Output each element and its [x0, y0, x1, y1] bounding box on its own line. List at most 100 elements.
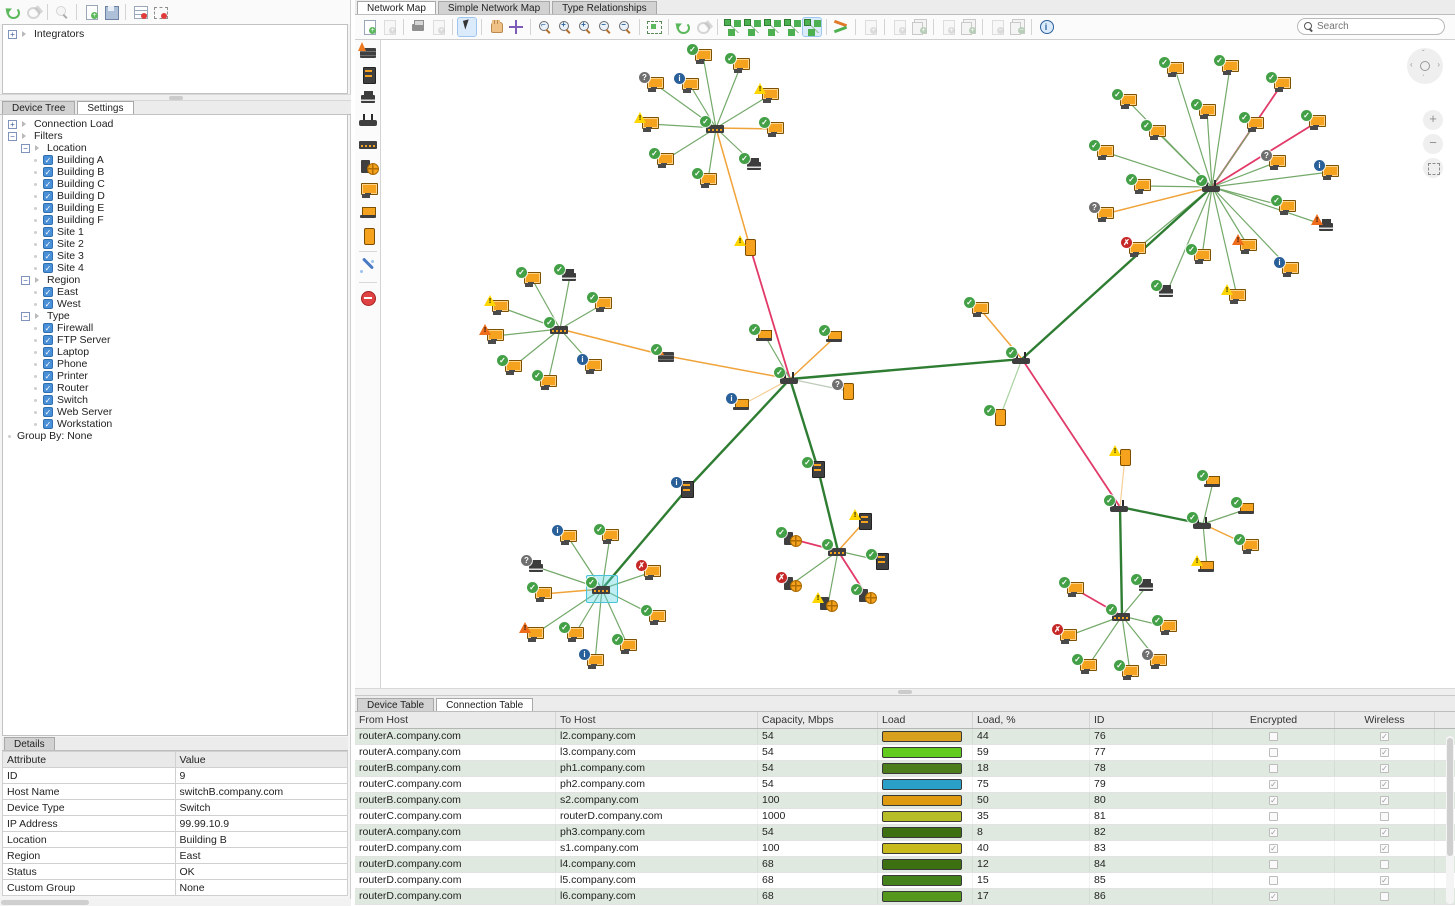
encrypted-checkbox[interactable]	[1269, 876, 1278, 885]
tab-details[interactable]: Details	[4, 737, 55, 750]
node-webserver-G4[interactable]	[776, 572, 803, 592]
shuffle-layout-icon[interactable]	[832, 18, 850, 36]
network-map-canvas[interactable]: ˇ ˊ ‹ › + −	[381, 40, 1455, 688]
node-workstation-B2[interactable]	[1214, 55, 1241, 75]
wireless-checkbox[interactable]	[1380, 796, 1389, 805]
checkbox-checked[interactable]: ✓	[43, 251, 53, 261]
node-workstation-F7[interactable]	[519, 622, 546, 642]
node-workstation-E1[interactable]	[964, 297, 991, 317]
node-firewall-FW1[interactable]	[651, 344, 678, 364]
palette-wand-icon[interactable]	[358, 259, 378, 275]
layout-circular-icon[interactable]	[743, 18, 761, 36]
node-add-icon[interactable]	[890, 18, 908, 36]
expander-minus-icon[interactable]: −	[21, 143, 30, 153]
node-phone-P1[interactable]	[734, 235, 761, 256]
node-workstation-F10[interactable]	[579, 649, 606, 669]
palette-remove-icon[interactable]	[358, 290, 378, 306]
node-router-D0[interactable]	[774, 367, 801, 387]
scrollbar-thumb[interactable]	[1447, 738, 1453, 856]
table-row[interactable]: routerA.company.com ph3.company.com 54 8 82	[355, 825, 1455, 841]
tab-simple-network-map[interactable]: Simple Network Map	[437, 1, 551, 14]
node-workstation-C1[interactable]	[516, 267, 543, 287]
node-workstation-F5[interactable]	[527, 582, 554, 602]
encrypted-checkbox[interactable]	[1269, 764, 1278, 773]
tab-type-relationships[interactable]: Type Relationships	[552, 1, 657, 14]
node-workstation-F4[interactable]	[636, 560, 663, 580]
node-workstation-B8[interactable]	[1141, 120, 1168, 140]
layout-organic-icon[interactable]	[763, 18, 781, 36]
node-workstation-F2[interactable]	[594, 524, 621, 544]
pan-control[interactable]: ˇ ˊ ‹ ›	[1407, 48, 1443, 84]
find-icon[interactable]	[53, 3, 71, 21]
node-router-H0[interactable]	[1104, 495, 1131, 515]
node-workstation-B18[interactable]	[1186, 244, 1213, 264]
wireless-checkbox[interactable]	[1380, 892, 1389, 901]
wireless-checkbox[interactable]	[1380, 780, 1389, 789]
node-laptop-H3[interactable]	[1231, 497, 1258, 517]
group-add-icon[interactable]	[939, 18, 957, 36]
node-workstation-H10[interactable]	[1152, 615, 1179, 635]
checkbox-checked[interactable]: ✓	[43, 347, 53, 357]
left-horizontal-scrollbar[interactable]	[0, 899, 351, 906]
search-box[interactable]	[1297, 18, 1445, 35]
node-workstation-B4[interactable]	[1112, 89, 1139, 109]
table-edit-icon[interactable]	[131, 3, 149, 21]
node-switch-F0[interactable]	[586, 575, 618, 603]
node-router-B0[interactable]	[1196, 175, 1223, 195]
node-workstation-H9[interactable]	[1052, 624, 1079, 644]
node-laptop-D4[interactable]	[726, 393, 753, 413]
node-workstation-B19[interactable]	[1274, 257, 1301, 277]
tree-item-laptop[interactable]: ✓ Laptop	[3, 346, 347, 358]
wireless-checkbox[interactable]	[1380, 732, 1389, 741]
tree-item-east[interactable]: ✓ East	[3, 286, 347, 298]
node-workstation-C8[interactable]	[532, 370, 559, 390]
node-workstation-H12[interactable]	[1142, 649, 1169, 669]
node-webserver-G5[interactable]	[851, 584, 878, 604]
redo-icon[interactable]	[24, 3, 42, 21]
node-workstation-B11[interactable]	[1314, 160, 1341, 180]
table-row[interactable]: routerD.company.com l6.company.com 68 17 86	[355, 889, 1455, 905]
node-workstation-C4[interactable]	[587, 292, 614, 312]
layout-tree-icon[interactable]	[802, 17, 822, 37]
tree-item-type[interactable]: − Type	[3, 310, 347, 322]
palette-workstation-icon[interactable]	[358, 182, 378, 198]
tree-item-web-server[interactable]: ✓ Web Server	[3, 406, 347, 418]
table-vertical-scrollbar[interactable]	[1446, 736, 1454, 904]
node-printer-F3[interactable]	[521, 555, 548, 575]
node-laptop-H5[interactable]	[1191, 555, 1218, 575]
tree-item-filters[interactable]: − Filters	[3, 130, 347, 142]
tree-item-printer[interactable]: ✓ Printer	[3, 370, 347, 382]
tree-item-router[interactable]: ✓ Router	[3, 382, 347, 394]
node-printer-H8[interactable]	[1131, 574, 1158, 594]
fit-selection-icon[interactable]	[645, 18, 663, 36]
left-splitter[interactable]	[0, 94, 351, 101]
zoom-out-button[interactable]: −	[1423, 134, 1443, 154]
table-row[interactable]: routerD.company.com l5.company.com 68 15 85	[355, 873, 1455, 889]
table-row[interactable]: routerB.company.com ph1.company.com 54 18 78	[355, 761, 1455, 777]
print-icon[interactable]	[409, 18, 427, 36]
node-workstation-A7[interactable]	[759, 117, 786, 137]
encrypted-checkbox[interactable]	[1269, 812, 1278, 821]
tab-connection-table[interactable]: Connection Table	[436, 698, 534, 711]
col-capacity-mbps[interactable]: Capacity, Mbps	[758, 712, 878, 728]
tree-item-building-e[interactable]: ✓ Building E	[3, 202, 347, 214]
node-workstation-B3[interactable]	[1266, 72, 1293, 92]
expander-plus-icon[interactable]: +	[8, 119, 17, 129]
search-input[interactable]	[1317, 21, 1427, 32]
tree-item-site-2[interactable]: ✓ Site 2	[3, 238, 347, 250]
export-map-icon[interactable]	[360, 18, 378, 36]
palette-printer-icon[interactable]	[358, 90, 378, 106]
node-workstation-F6[interactable]	[641, 605, 668, 625]
selection-edit-icon[interactable]	[151, 3, 169, 21]
node-switch-A0[interactable]	[700, 116, 727, 136]
node-workstation-H13[interactable]	[1114, 660, 1141, 680]
table-row[interactable]: routerD.company.com s1.company.com 100 40 83	[355, 841, 1455, 857]
checkbox-checked[interactable]: ✓	[43, 359, 53, 369]
info-icon[interactable]	[1037, 18, 1055, 36]
node-workstation-C3[interactable]	[484, 295, 511, 315]
expander-minus-icon[interactable]: −	[21, 311, 30, 321]
tree-item-building-f[interactable]: ✓ Building F	[3, 214, 347, 226]
node-server-G1[interactable]	[849, 509, 876, 530]
node-workstation-A5[interactable]	[754, 83, 781, 103]
node-laptop-D2[interactable]	[819, 325, 846, 345]
